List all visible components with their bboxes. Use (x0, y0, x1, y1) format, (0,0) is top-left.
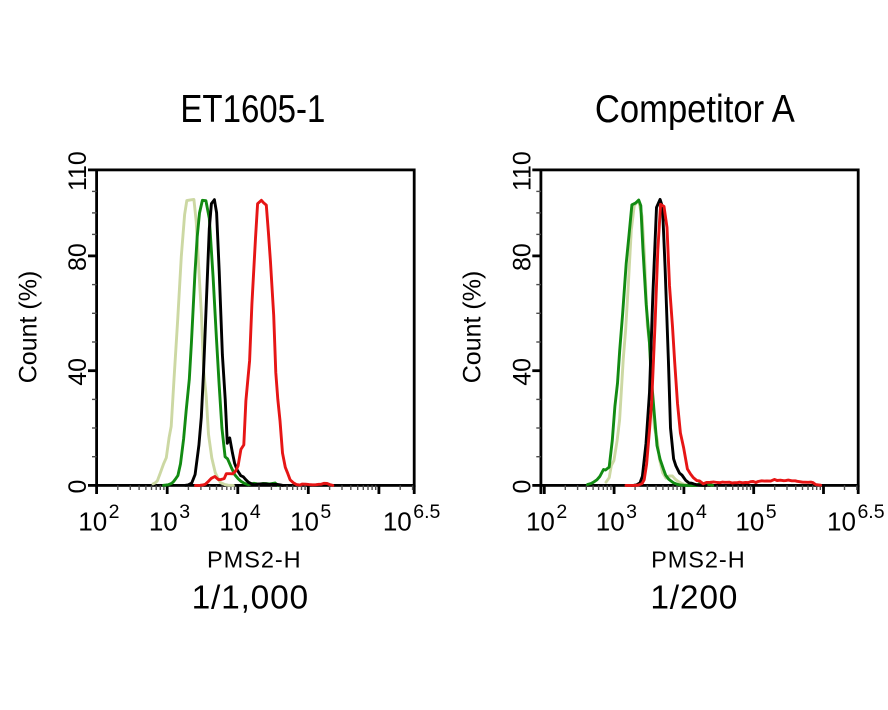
svg-text:80: 80 (64, 243, 92, 271)
svg-text:1/1,000: 1/1,000 (192, 579, 309, 616)
svg-text:1/200: 1/200 (650, 579, 738, 616)
svg-text:ET1605-1: ET1605-1 (180, 88, 325, 131)
svg-text:102: 102 (526, 501, 567, 536)
svg-text:102: 102 (78, 501, 119, 536)
svg-text:104: 104 (219, 501, 260, 536)
svg-text:110: 110 (64, 151, 92, 191)
svg-text:Count (%): Count (%) (459, 271, 487, 384)
svg-text:0: 0 (64, 480, 92, 494)
svg-text:80: 80 (509, 243, 537, 271)
svg-text:0: 0 (509, 480, 537, 494)
svg-text:40: 40 (509, 358, 537, 386)
svg-text:110: 110 (509, 151, 537, 191)
svg-text:106.5: 106.5 (383, 501, 441, 536)
svg-text:PMS2-H: PMS2-H (651, 546, 746, 572)
svg-text:40: 40 (64, 358, 92, 386)
svg-text:Competitor A: Competitor A (595, 88, 795, 131)
svg-text:Count (%): Count (%) (14, 271, 42, 384)
svg-text:PMS2-H: PMS2-H (207, 546, 302, 572)
